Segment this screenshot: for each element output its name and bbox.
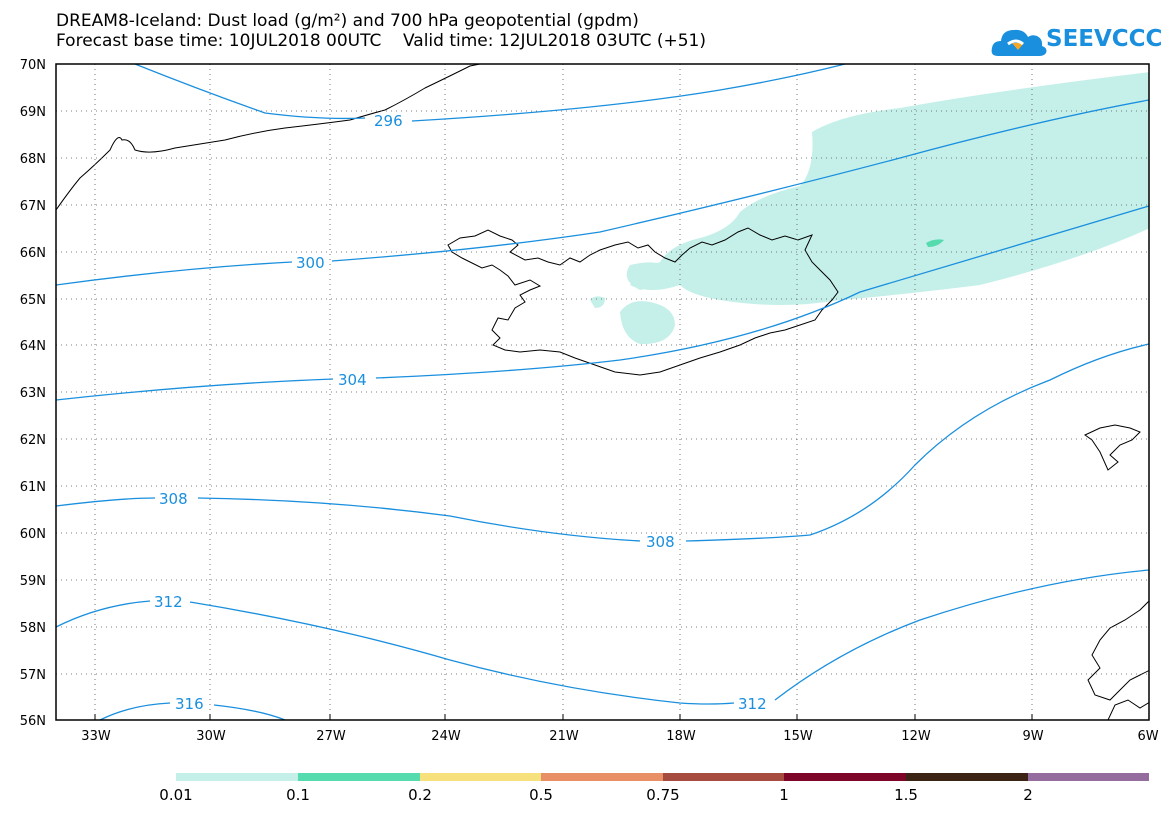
dust-plume xyxy=(630,72,1149,305)
colorbar-label: 0.75 xyxy=(646,786,680,804)
contour-312 xyxy=(189,601,735,705)
lat-label: 67N xyxy=(20,199,46,214)
contour-308 xyxy=(56,497,156,507)
lon-label: 33W xyxy=(81,729,111,744)
contour-304 xyxy=(56,378,334,401)
contour-316 xyxy=(99,702,171,720)
colorbar-segment xyxy=(541,773,663,781)
dust-patch xyxy=(626,262,672,290)
lat-label: 69N xyxy=(20,105,46,120)
dust-spot xyxy=(926,239,944,247)
logo-text: SEEVCCC xyxy=(1046,26,1163,52)
lon-label: 21W xyxy=(549,729,579,744)
contour-label: 308 xyxy=(646,533,675,551)
lat-label: 66N xyxy=(20,246,46,261)
contour-296 xyxy=(411,64,846,122)
lat-label: 57N xyxy=(20,668,46,683)
colorbar-label: 0.2 xyxy=(408,786,432,804)
contour-label: 296 xyxy=(374,112,403,130)
lon-label: 24W xyxy=(431,729,461,744)
lat-label: 63N xyxy=(20,386,46,401)
colorbar-label: 2 xyxy=(1023,786,1033,804)
contour-label: 300 xyxy=(296,254,325,272)
dust-patch xyxy=(590,296,605,308)
lon-label: 27W xyxy=(316,729,346,744)
lon-label: 30W xyxy=(196,729,226,744)
lon-label: 6W xyxy=(1137,729,1158,744)
lat-label: 61N xyxy=(20,480,46,495)
contour-300 xyxy=(56,261,293,286)
cloud-icon xyxy=(991,29,1047,56)
contour-312 xyxy=(56,600,151,628)
faroe-islands xyxy=(1084,424,1141,471)
colorbar-label: 0.1 xyxy=(286,786,310,804)
iceland-coast xyxy=(447,227,839,376)
gridlines xyxy=(56,64,1149,720)
axis-ticks xyxy=(94,714,1033,720)
lat-label: 58N xyxy=(20,621,46,636)
contour-296-upper xyxy=(134,64,366,120)
map-title: DREAM8-Iceland: Dust load (g/m²) and 700… xyxy=(56,11,639,31)
lat-label: 70N xyxy=(20,58,46,73)
colorbar-label: 1.5 xyxy=(894,786,918,804)
contour-label: 312 xyxy=(154,593,183,611)
colorbar-label: 0.5 xyxy=(529,786,553,804)
scotland-coast xyxy=(1087,600,1149,701)
lat-label: 64N xyxy=(20,339,46,354)
contour-308 xyxy=(685,343,1149,542)
contours xyxy=(56,64,1149,720)
contour-label: 312 xyxy=(738,695,767,713)
lat-label: 60N xyxy=(20,527,46,542)
map-frame xyxy=(55,63,1150,721)
colorbar-segment xyxy=(663,773,784,781)
lat-label: 56N xyxy=(20,714,46,729)
contour-label: 316 xyxy=(175,695,204,713)
forecast-time-line: Forecast base time: 10JUL2018 00UTC Vali… xyxy=(56,31,706,51)
contour-300 xyxy=(331,99,1149,262)
colorbar-segment xyxy=(906,773,1028,781)
contour-label: 304 xyxy=(338,371,367,389)
lon-label: 9W xyxy=(1022,729,1043,744)
lat-label: 68N xyxy=(20,152,46,167)
contour-316 xyxy=(213,704,286,720)
lat-label: 59N xyxy=(20,574,46,589)
contour-308 xyxy=(197,497,641,542)
colorbar-segment xyxy=(176,773,298,781)
lat-label: 65N xyxy=(20,293,46,308)
colorbar-segment xyxy=(298,773,420,781)
lon-label: 12W xyxy=(901,729,931,744)
lon-label: 18W xyxy=(666,729,696,744)
colorbar-segment xyxy=(784,773,906,781)
lat-label: 62N xyxy=(20,433,46,448)
colorbar-label: 0.01 xyxy=(159,786,193,804)
contour-312 xyxy=(774,569,1149,701)
scotland-coast xyxy=(1107,699,1149,720)
dust-patch xyxy=(620,301,675,345)
colorbar-segment xyxy=(1028,773,1149,781)
contour-label: 308 xyxy=(159,490,188,508)
greenland-coast xyxy=(56,64,481,211)
colorbar-label: 1 xyxy=(779,786,789,804)
colorbar-segment xyxy=(420,773,541,781)
contour-304 xyxy=(375,205,1149,379)
lon-label: 15W xyxy=(783,729,813,744)
